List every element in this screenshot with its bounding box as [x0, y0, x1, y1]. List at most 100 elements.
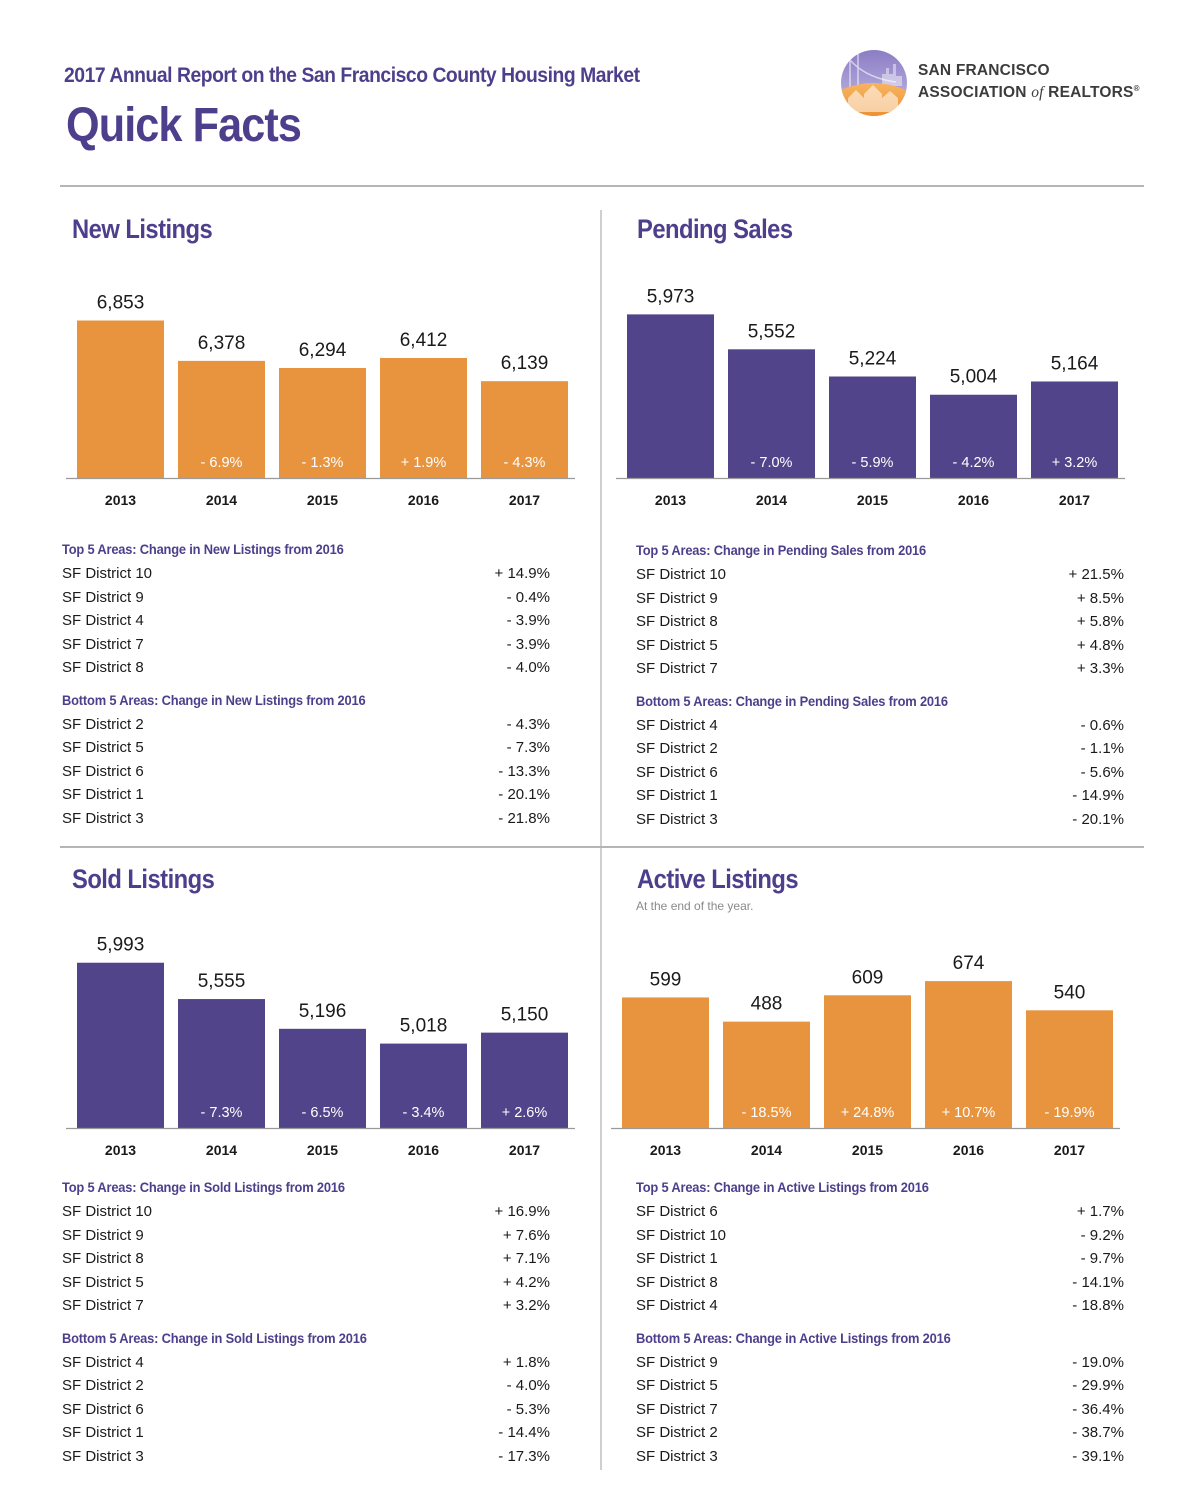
change-label-2015: + 24.8%	[841, 1105, 895, 1121]
area-change: + 5.8%	[1076, 613, 1124, 630]
x-tick-label-2016: 2016	[953, 1142, 984, 1158]
table-new-listings: Top 5 Areas: Change in New Listings from…	[62, 540, 550, 830]
x-tick-label-2013: 2013	[105, 492, 136, 508]
area-name: SF District 8	[62, 659, 144, 676]
bottom-area-row: SF District 3 - 21.8%	[62, 807, 550, 831]
value-label-2016: 674	[953, 953, 985, 974]
active-listings-note: At the end of the year.	[636, 899, 754, 913]
area-change: + 8.5%	[1076, 589, 1124, 607]
area-name: SF District 9	[636, 589, 718, 607]
bar-2017	[481, 381, 568, 478]
x-tick-label-2014: 2014	[206, 1142, 237, 1158]
bottom-area-row: SF District 2 - 38.7%	[636, 1421, 1124, 1445]
change-label-2014: - 6.9%	[201, 455, 243, 471]
area-name: SF District 10	[636, 566, 727, 583]
bar-2015	[829, 376, 916, 478]
area-name: SF District 6	[62, 1400, 144, 1418]
change-label-2016: + 1.9%	[401, 455, 447, 471]
bar-2015	[279, 368, 366, 478]
bar-2013	[77, 962, 164, 1128]
area-name: SF District 5	[636, 1377, 718, 1394]
bar-2016	[380, 357, 467, 478]
x-tick-label-2017: 2017	[1059, 492, 1090, 508]
bottom-area-row: SF District 5 - 29.9%	[636, 1374, 1124, 1398]
x-tick-label-2014: 2014	[751, 1142, 782, 1158]
area-name: SF District 4	[62, 612, 144, 629]
area-name: SF District 10	[636, 1226, 727, 1244]
change-label-2015: - 1.3%	[302, 455, 344, 471]
area-name: SF District 1	[636, 787, 718, 804]
top-area-row: SF District 5 + 4.2%	[62, 1271, 550, 1295]
bar-2013	[77, 320, 164, 478]
value-label-2013: 6,853	[97, 292, 145, 313]
top-area-row: SF District 8 + 5.8%	[636, 610, 1124, 634]
top-area-row: SF District 7 + 3.3%	[636, 657, 1124, 681]
value-label-2013: 599	[650, 969, 682, 990]
section-title-active-listings: Active Listings	[637, 864, 799, 894]
bottom-area-row: SF District 2 - 4.3%	[62, 713, 550, 737]
area-name: SF District 3	[62, 809, 144, 827]
section-title-sold-listings: Sold Listings	[72, 864, 215, 894]
area-change: - 17.3%	[498, 1447, 550, 1465]
area-change: - 5.3%	[506, 1400, 550, 1418]
bottom-areas-heading: Bottom 5 Areas: Change in Active Listing…	[636, 1329, 951, 1346]
x-tick-label-2013: 2013	[105, 1142, 136, 1158]
table-sold-listings: Top 5 Areas: Change in Sold Listings fro…	[62, 1178, 550, 1468]
area-name: SF District 8	[62, 1250, 144, 1267]
area-name: SF District 6	[62, 762, 144, 780]
change-label-2017: - 4.3%	[504, 455, 546, 471]
bar-2015	[279, 1028, 366, 1128]
area-change: + 4.8%	[1076, 636, 1124, 654]
area-change: - 4.0%	[506, 659, 550, 676]
section-title-pending-sales: Pending Sales	[637, 214, 793, 244]
value-label-2016: 5,018	[400, 1016, 448, 1037]
report-subtitle: 2017 Annual Report on the San Francisco …	[64, 64, 640, 87]
chart-pending-sales: 5,973 2013 5,552 - 7.0% 2014 5,224 - 5.9% 2015 5…	[616, 286, 1125, 508]
top-area-row: SF District 5 + 4.8%	[636, 634, 1124, 658]
chart-new-listings: 6,853 2013 6,378 - 6.9% 2014 6,294 - 1.3% 2015 6…	[66, 292, 575, 508]
area-change: - 36.4%	[1072, 1400, 1124, 1418]
area-change: + 3.3%	[1076, 660, 1124, 677]
top-area-row: SF District 8 + 7.1%	[62, 1247, 550, 1271]
table-spacer	[62, 1318, 550, 1329]
area-name: SF District 1	[62, 1424, 144, 1441]
area-name: SF District 5	[62, 739, 144, 756]
area-change: - 14.4%	[498, 1424, 550, 1441]
x-tick-label-2014: 2014	[756, 492, 787, 508]
area-name: SF District 4	[636, 716, 718, 734]
area-change: - 3.9%	[506, 612, 550, 629]
column-divider	[600, 210, 602, 1470]
change-label-2017: - 19.9%	[1045, 1105, 1095, 1121]
change-label-2014: - 18.5%	[742, 1105, 792, 1121]
area-name: SF District 1	[636, 1250, 718, 1267]
bottom-areas-heading: Bottom 5 Areas: Change in Pending Sales …	[636, 692, 948, 709]
bar-2014	[178, 360, 265, 478]
area-change: - 38.7%	[1072, 1424, 1124, 1441]
area-name: SF District 2	[636, 1424, 718, 1441]
logo-line-2: ASSOCIATION of REALTORS®	[918, 84, 1140, 102]
top-area-row: SF District 9 + 7.6%	[62, 1224, 550, 1248]
top-area-row: SF District 9 + 8.5%	[636, 587, 1124, 611]
x-tick-label-2014: 2014	[206, 492, 237, 508]
area-name: SF District 9	[62, 588, 144, 606]
change-label-2015: - 5.9%	[852, 455, 894, 471]
value-label-2013: 5,993	[97, 935, 145, 956]
value-label-2014: 488	[751, 994, 783, 1015]
area-change: - 4.3%	[506, 715, 550, 733]
top-areas-heading: Top 5 Areas: Change in Pending Sales fro…	[636, 542, 927, 558]
logo-emblem-icon	[841, 50, 907, 116]
area-change: - 9.2%	[1080, 1226, 1124, 1244]
bottom-area-row: SF District 6 - 5.6%	[636, 761, 1124, 785]
table-spacer	[62, 680, 550, 691]
area-change: + 16.9%	[494, 1203, 550, 1220]
area-change: + 3.2%	[502, 1297, 550, 1314]
top-area-row: SF District 8 - 4.0%	[62, 656, 550, 680]
top-area-row: SF District 10 - 9.2%	[636, 1224, 1124, 1248]
value-label-2014: 5,555	[198, 971, 246, 992]
bar-2013	[627, 314, 714, 478]
bar-2016	[925, 981, 1012, 1128]
area-name: SF District 9	[636, 1353, 718, 1371]
area-change: + 4.2%	[502, 1273, 550, 1291]
area-change: - 20.1%	[1072, 810, 1124, 828]
area-name: SF District 1	[62, 786, 144, 803]
